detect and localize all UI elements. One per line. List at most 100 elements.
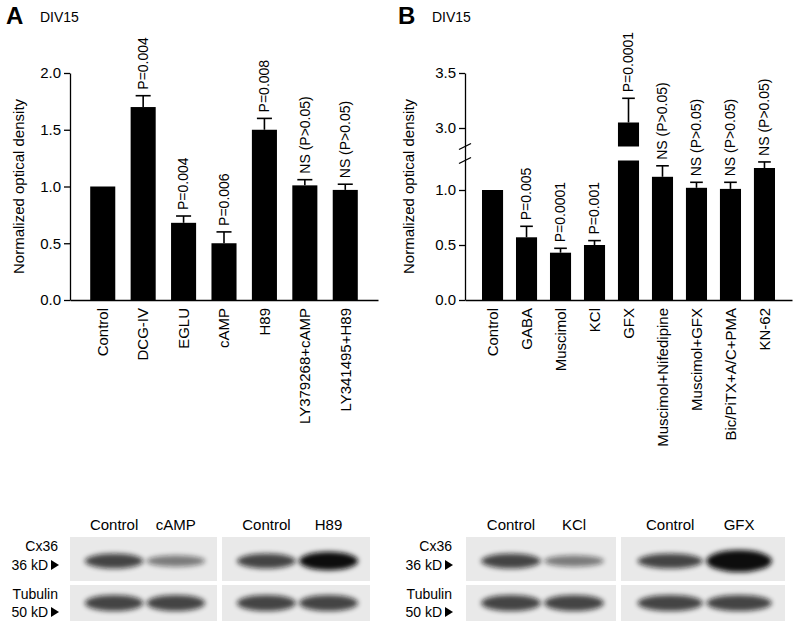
y-tick: 1.0 — [40, 178, 70, 195]
blot: Cx3636 kDTubulin50 kDControlcAMPControlH… — [11, 516, 370, 621]
blot-membrane — [70, 585, 217, 621]
x-tick: LY379268+cAMP — [296, 308, 313, 424]
x-tick: DCG-IV — [134, 308, 151, 361]
blot-row-size: 36 kD — [405, 557, 442, 573]
y-tick: 2.0 — [40, 64, 70, 81]
blot-band — [146, 595, 205, 611]
blot-band — [544, 595, 604, 611]
x-tick: LY341495+H89 — [337, 308, 354, 412]
x-tick-label: LY341495+H89 — [337, 308, 354, 412]
x-tick-label: GFX — [620, 308, 637, 339]
x-tick: Muscimol — [552, 308, 569, 371]
error-bar — [554, 248, 567, 252]
y-tick-mark — [64, 243, 70, 244]
x-tick: GFX — [620, 308, 637, 339]
panel-subtitle: DIV15 — [40, 9, 79, 25]
error-cap — [622, 98, 635, 100]
annotation: NS (P>0.05) — [722, 99, 738, 176]
blot-band — [637, 554, 703, 569]
y-tick-mark — [459, 73, 465, 74]
y-tick: 3.5 — [435, 64, 465, 81]
y-tick-label: 0.0 — [435, 291, 456, 308]
error-cap — [297, 179, 312, 181]
blot-lane-label: Control — [646, 516, 694, 533]
blot-arrowhead — [51, 560, 59, 570]
blot-band — [544, 555, 604, 567]
blot-band — [637, 595, 703, 611]
x-tick-label: H89 — [256, 308, 273, 336]
error-cap — [136, 95, 151, 97]
y-tick-label: 1.0 — [40, 178, 61, 195]
y-axis-line — [70, 74, 71, 301]
annotation: NS (P>0.05) — [688, 99, 704, 176]
bar — [754, 168, 775, 300]
x-axis: ControlGABAMuscimolKClGFXMuscimol+Nifedi… — [466, 301, 793, 447]
blot-lane-label: H89 — [315, 516, 343, 533]
blot-membrane — [222, 537, 370, 581]
blot: Cx3636 kDTubulin50 kDControlKClControlGF… — [405, 516, 785, 621]
y-tick-mark — [459, 300, 465, 301]
error-bar — [622, 98, 635, 122]
error-stem — [730, 182, 732, 189]
error-bar — [656, 166, 669, 177]
y-tick: 0.5 — [435, 236, 465, 253]
blot-band — [299, 595, 358, 611]
blot-band — [85, 595, 144, 611]
bar — [652, 177, 673, 300]
plot-area — [466, 98, 792, 300]
axis-break-gap — [466, 147, 792, 161]
blot-lane-label: Control — [242, 516, 290, 533]
x-tick-label: Muscimol+Nifedipine — [654, 308, 671, 447]
annotation: P=0.005 — [518, 168, 534, 221]
annotation: NS (P>0.05) — [297, 96, 313, 173]
x-tick-label: Muscimol — [552, 308, 569, 371]
y-tick: 3.0 — [435, 119, 465, 136]
bar — [131, 107, 156, 300]
bar — [292, 185, 317, 300]
error-bar — [338, 184, 353, 190]
x-tick: H89 — [256, 308, 273, 336]
y-tick-mark — [64, 130, 70, 131]
x-tick-label: Control — [484, 308, 501, 356]
x-tick: KCl — [586, 308, 603, 332]
error-bar — [136, 96, 151, 107]
x-tick-label: Control — [94, 308, 111, 356]
y-tick-mark — [64, 73, 70, 74]
error-bar — [257, 118, 272, 129]
bar — [516, 237, 537, 300]
error-cap — [338, 183, 353, 185]
x-tick: Control — [94, 308, 111, 356]
error-bar — [758, 162, 771, 168]
blot-row-size: 50 kD — [11, 604, 48, 620]
annotation: P=0.004 — [135, 37, 151, 90]
error-stem — [142, 96, 144, 107]
error-cap — [656, 165, 669, 167]
error-bar — [297, 180, 312, 186]
y-axis: 0.0 0.5 1.0 3.0 3.5 — [435, 64, 465, 308]
x-tick-label: KN-62 — [756, 308, 773, 351]
blot-membrane — [621, 585, 785, 621]
panel: 0.00.51.03.03.5ControlGABAMuscimolKClGFX… — [398, 2, 793, 447]
bar — [333, 190, 358, 300]
blot-arrowhead — [445, 560, 453, 570]
figure: 0.00.51.01.52.0ControlDCG-IVEGLUcAMPH89L… — [0, 0, 795, 623]
error-stem — [304, 180, 306, 186]
error-stem — [344, 184, 346, 190]
x-tick-label: LY379268+cAMP — [296, 308, 313, 424]
x-tick-label: Bic/PiTX+A/C+PMA — [722, 308, 739, 441]
x-tick: cAMP — [215, 308, 232, 348]
x-tick-label: KCl — [586, 308, 603, 332]
x-axis-line — [466, 300, 793, 301]
blot-membrane — [466, 537, 616, 581]
x-tick: Bic/PiTX+A/C+PMA — [722, 308, 739, 441]
annotation: NS (P>0.05) — [756, 79, 772, 156]
error-bar — [690, 182, 703, 188]
y-tick-label: 3.0 — [435, 119, 456, 136]
blot-membrane — [621, 537, 785, 581]
bar — [686, 188, 707, 300]
y-tick-label: 1.0 — [435, 181, 456, 198]
error-bar — [724, 182, 737, 189]
x-tick: EGLU — [175, 308, 192, 349]
error-cap — [216, 231, 231, 233]
y-tick-mark — [459, 128, 465, 129]
